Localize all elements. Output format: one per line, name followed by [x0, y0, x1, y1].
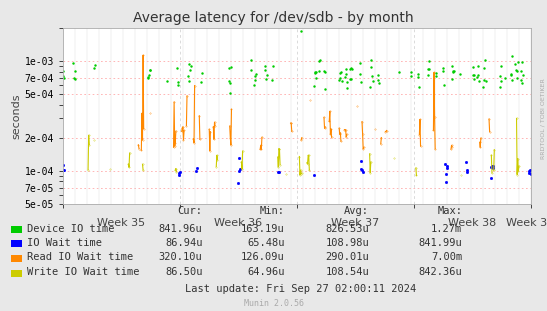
Text: 841.96u: 841.96u [159, 224, 202, 234]
Text: Last update: Fri Sep 27 02:00:11 2024: Last update: Fri Sep 27 02:00:11 2024 [185, 284, 416, 294]
Y-axis label: seconds: seconds [11, 93, 22, 139]
Text: 842.36u: 842.36u [418, 267, 462, 277]
Text: 86.94u: 86.94u [165, 238, 202, 248]
Text: 64.96u: 64.96u [247, 267, 284, 277]
Text: 163.19u: 163.19u [241, 224, 284, 234]
Text: Read IO Wait time: Read IO Wait time [27, 252, 133, 262]
Text: Average latency for /dev/sdb - by month: Average latency for /dev/sdb - by month [133, 11, 414, 25]
Text: Write IO Wait time: Write IO Wait time [27, 267, 140, 277]
Text: Week 38: Week 38 [448, 218, 496, 228]
Text: Device IO time: Device IO time [27, 224, 115, 234]
Text: 126.09u: 126.09u [241, 252, 284, 262]
Text: Week 36: Week 36 [214, 218, 263, 228]
Text: Avg:: Avg: [344, 206, 369, 216]
Text: Min:: Min: [259, 206, 284, 216]
Text: Week 35: Week 35 [97, 218, 146, 228]
Text: 1.27m: 1.27m [431, 224, 462, 234]
Text: Week 37: Week 37 [331, 218, 379, 228]
Text: Munin 2.0.56: Munin 2.0.56 [243, 299, 304, 308]
Text: Max:: Max: [437, 206, 462, 216]
Text: 320.10u: 320.10u [159, 252, 202, 262]
Text: IO Wait time: IO Wait time [27, 238, 102, 248]
Text: 7.00m: 7.00m [431, 252, 462, 262]
Text: 108.98u: 108.98u [325, 238, 369, 248]
Text: 841.99u: 841.99u [418, 238, 462, 248]
Text: 826.53u: 826.53u [325, 224, 369, 234]
Text: Cur:: Cur: [177, 206, 202, 216]
Text: Week 39: Week 39 [507, 218, 547, 228]
Text: RRDTOOL / TOBI OETIKER: RRDTOOL / TOBI OETIKER [541, 78, 546, 159]
Text: 290.01u: 290.01u [325, 252, 369, 262]
Text: 86.50u: 86.50u [165, 267, 202, 277]
Text: 108.54u: 108.54u [325, 267, 369, 277]
Text: 65.48u: 65.48u [247, 238, 284, 248]
